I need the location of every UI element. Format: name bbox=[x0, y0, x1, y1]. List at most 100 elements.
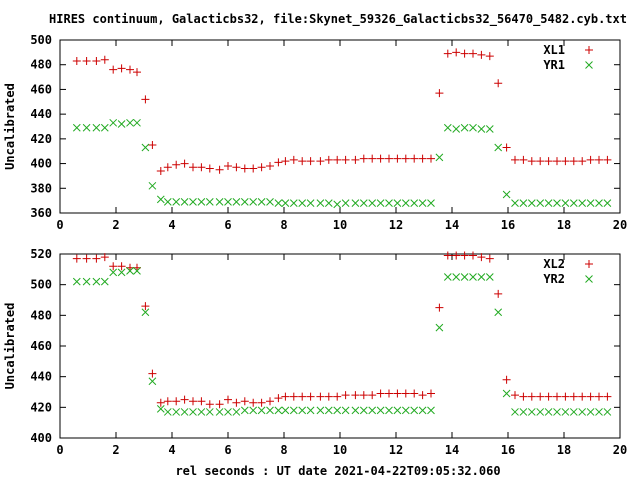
data-point-XL1 bbox=[569, 157, 578, 166]
x-tick-label: 14 bbox=[445, 218, 459, 232]
data-point-YR1 bbox=[569, 199, 578, 207]
data-point-YR2 bbox=[393, 406, 402, 415]
data-point-XL1 bbox=[180, 159, 189, 168]
x-tick-label: 12 bbox=[389, 443, 403, 457]
data-point-XL1 bbox=[156, 166, 165, 175]
data-point-YR2 bbox=[289, 406, 298, 415]
data-point-YR1 bbox=[100, 123, 109, 132]
y-tick-label: 420 bbox=[30, 400, 52, 414]
data-point-YR1 bbox=[460, 123, 469, 132]
data-point-YR2 bbox=[502, 389, 511, 398]
data-point-YR2 bbox=[141, 308, 150, 317]
data-point-XL1 bbox=[595, 155, 603, 164]
data-point-YR2 bbox=[298, 406, 307, 415]
data-point-YR2 bbox=[536, 408, 545, 416]
legend-marker-YR1 bbox=[585, 61, 593, 69]
data-point-XL2 bbox=[359, 391, 368, 400]
data-point-XL1 bbox=[306, 157, 315, 166]
data-point-XL2 bbox=[82, 254, 91, 263]
x-tick-label: 4 bbox=[168, 218, 175, 232]
data-point-XL1 bbox=[460, 49, 469, 58]
data-point-XL2 bbox=[249, 398, 258, 407]
data-point-XL1 bbox=[117, 64, 126, 73]
data-point-XL1 bbox=[172, 160, 181, 169]
data-point-YR2 bbox=[586, 408, 595, 416]
data-point-XL2 bbox=[502, 375, 511, 384]
data-point-XL1 bbox=[536, 157, 545, 166]
data-point-YR2 bbox=[519, 408, 528, 416]
data-point-XL2 bbox=[452, 251, 461, 260]
data-point-XL1 bbox=[333, 155, 342, 164]
data-point-YR2 bbox=[133, 267, 141, 275]
data-point-XL1 bbox=[133, 68, 141, 77]
x-axis-label: rel seconds : UT date 2021-04-22T09:05:3… bbox=[175, 464, 500, 478]
data-point-YR1 bbox=[156, 195, 165, 204]
data-point-XL2 bbox=[172, 397, 181, 406]
x-tick-label: 6 bbox=[224, 443, 231, 457]
data-point-XL2 bbox=[240, 397, 249, 406]
y-tick-label: 420 bbox=[30, 132, 52, 146]
data-point-YR2 bbox=[561, 408, 570, 416]
data-point-YR1 bbox=[595, 199, 603, 207]
data-point-YR2 bbox=[603, 408, 612, 416]
x-tick-label: 6 bbox=[224, 218, 231, 232]
data-point-YR2 bbox=[172, 408, 181, 416]
x-tick-label: 10 bbox=[333, 443, 347, 457]
data-point-YR1 bbox=[163, 198, 172, 206]
y-tick-label: 400 bbox=[30, 431, 52, 445]
data-point-YR2 bbox=[215, 408, 224, 416]
data-point-XL2 bbox=[544, 392, 553, 401]
data-point-YR2 bbox=[316, 406, 325, 415]
data-point-YR2 bbox=[117, 268, 126, 277]
data-point-YR2 bbox=[553, 408, 561, 416]
data-point-YR1 bbox=[215, 198, 224, 206]
data-point-YR2 bbox=[281, 406, 290, 415]
data-point-XL2 bbox=[289, 392, 298, 401]
data-point-XL2 bbox=[274, 394, 283, 403]
data-point-XL2 bbox=[281, 392, 290, 401]
data-point-XL1 bbox=[603, 155, 612, 164]
x-tick-label: 14 bbox=[445, 443, 459, 457]
data-point-YR2 bbox=[435, 323, 444, 332]
data-point-YR2 bbox=[477, 273, 486, 281]
data-point-YR1 bbox=[266, 198, 274, 206]
data-point-YR2 bbox=[197, 408, 206, 416]
data-point-YR1 bbox=[126, 118, 134, 127]
data-point-XL2 bbox=[569, 392, 578, 401]
data-point-YR2 bbox=[72, 277, 81, 286]
data-point-XL2 bbox=[72, 254, 81, 263]
data-point-YR2 bbox=[418, 406, 427, 415]
data-point-YR2 bbox=[109, 268, 118, 277]
data-point-YR2 bbox=[180, 408, 189, 416]
data-point-XL2 bbox=[586, 392, 595, 401]
x-tick-label: 8 bbox=[280, 218, 287, 232]
data-point-YR2 bbox=[401, 406, 410, 415]
x-tick-label: 10 bbox=[333, 218, 347, 232]
data-point-YR1 bbox=[502, 190, 511, 199]
data-point-YR2 bbox=[460, 273, 469, 281]
data-point-YR2 bbox=[100, 277, 109, 286]
x-tick-label: 8 bbox=[280, 443, 287, 457]
data-point-XL2 bbox=[232, 398, 241, 407]
data-point-XL2 bbox=[427, 389, 435, 398]
data-point-XL2 bbox=[385, 389, 393, 398]
data-point-XL1 bbox=[100, 55, 109, 64]
data-point-XL1 bbox=[393, 154, 402, 163]
data-point-YR1 bbox=[443, 123, 452, 132]
data-point-YR1 bbox=[109, 118, 118, 127]
data-point-YR1 bbox=[477, 125, 486, 133]
data-point-XL1 bbox=[511, 155, 519, 164]
data-point-XL2 bbox=[156, 398, 165, 407]
x-tick-label: 16 bbox=[501, 443, 515, 457]
data-point-XL2 bbox=[306, 392, 315, 401]
data-point-YR2 bbox=[527, 408, 536, 416]
data-point-XL2 bbox=[92, 254, 101, 263]
data-point-YR1 bbox=[324, 199, 333, 207]
data-point-XL2 bbox=[163, 397, 172, 406]
data-point-YR2 bbox=[427, 406, 435, 415]
data-point-YR2 bbox=[189, 408, 197, 416]
data-point-XL2 bbox=[511, 391, 519, 400]
plot-panel-2: 0 2 4 6 8 10 12 14 16 18 20 400 420 440 460 480 500 520 Un… bbox=[3, 247, 627, 457]
data-point-YR1 bbox=[72, 123, 81, 132]
x-tick-label: 2 bbox=[112, 218, 119, 232]
